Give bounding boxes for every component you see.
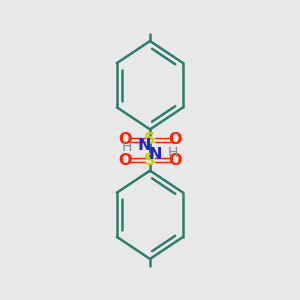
Text: N: N <box>148 147 162 162</box>
Text: O: O <box>168 132 182 147</box>
Text: S: S <box>144 132 156 147</box>
Text: H: H <box>122 140 132 154</box>
Text: O: O <box>118 132 132 147</box>
Text: O: O <box>168 153 182 168</box>
Text: H: H <box>168 146 178 160</box>
Text: S: S <box>144 153 156 168</box>
Text: N: N <box>138 138 152 153</box>
Text: O: O <box>118 153 132 168</box>
